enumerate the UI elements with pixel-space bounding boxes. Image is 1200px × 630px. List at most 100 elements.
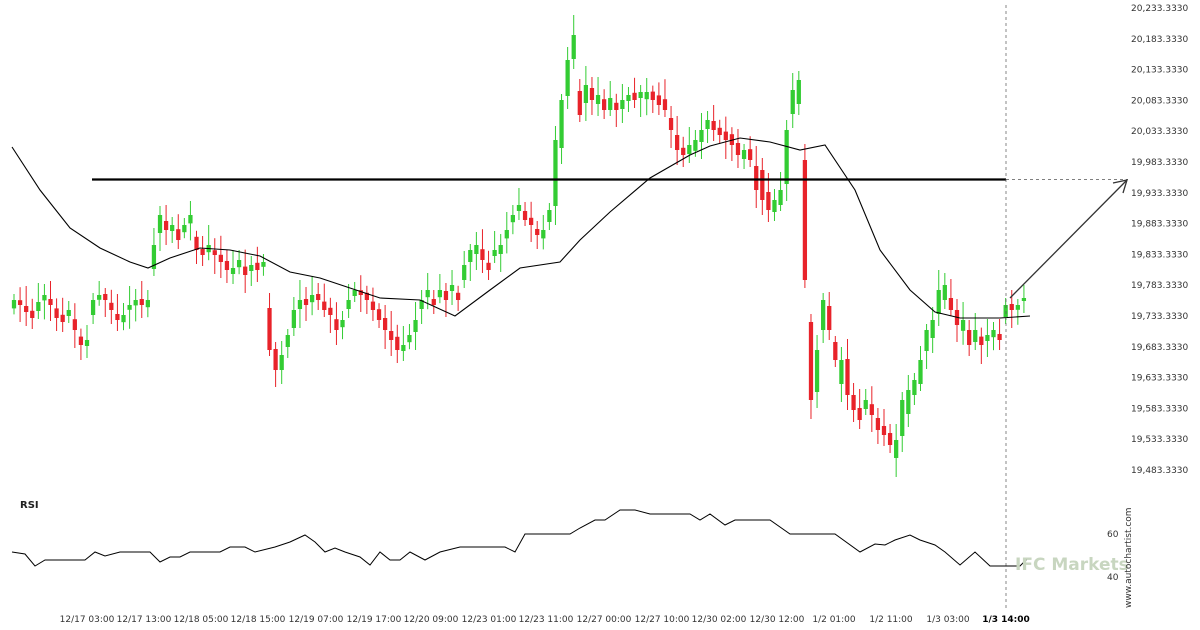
- candle-body: [675, 135, 680, 150]
- candle-body: [401, 345, 406, 351]
- candle-body: [693, 140, 698, 151]
- x-tick-label: 12/18 15:00: [231, 615, 286, 625]
- candle-body: [188, 215, 193, 224]
- candle-body: [784, 130, 789, 184]
- candle-body: [449, 285, 455, 291]
- x-tick-label: 12/20 09:00: [404, 615, 459, 625]
- candle-body: [157, 215, 163, 233]
- candle-body: [595, 95, 601, 104]
- candle-body: [480, 249, 485, 260]
- candle-body: [66, 310, 71, 316]
- candle-body: [17, 300, 23, 305]
- candle-body: [741, 150, 747, 159]
- candle-body: [632, 92, 637, 100]
- candle-body: [48, 299, 53, 305]
- watermark-logo: IFC Markets: [1015, 555, 1129, 575]
- candle-body: [668, 118, 674, 130]
- y-tick-label: 19,483.3330: [1131, 466, 1189, 476]
- candle-body: [163, 221, 169, 230]
- candle-body: [334, 319, 339, 330]
- candle-body: [936, 290, 941, 314]
- candle-body: [620, 100, 625, 109]
- candle-body: [997, 334, 1002, 340]
- candle-body: [139, 299, 144, 305]
- candle-body: [1009, 304, 1014, 310]
- candle-body: [127, 305, 132, 310]
- x-axis-ticks: 12/17 03:00 12/17 13:00 12/18 05:00 12/18 1…: [60, 615, 1030, 625]
- candle-body: [346, 300, 351, 309]
- candle-body: [541, 230, 546, 239]
- candle-body: [364, 292, 369, 300]
- x-tick-label: 12/19 07:00: [289, 615, 344, 625]
- rsi-tick-60: 60: [1107, 530, 1119, 540]
- candle-body: [735, 143, 741, 155]
- candle-body: [224, 261, 230, 270]
- y-tick-label: 19,633.3330: [1131, 374, 1189, 384]
- candle-body: [291, 310, 296, 328]
- candle-body: [608, 98, 613, 110]
- candle-body: [389, 331, 394, 340]
- candle-body: [443, 291, 449, 300]
- candle-body: [243, 266, 248, 275]
- candle-body: [468, 250, 473, 262]
- candle-body: [754, 166, 759, 190]
- y-tick-label: 19,833.3330: [1131, 250, 1189, 260]
- candle-body: [30, 310, 35, 318]
- candle-body: [431, 299, 436, 305]
- candle-body: [11, 300, 17, 309]
- candle-body: [352, 290, 357, 296]
- rsi-line: [11, 509, 1029, 567]
- candle-body: [236, 260, 242, 268]
- candle-body: [376, 309, 382, 320]
- candle-body: [522, 211, 528, 220]
- x-tick-label: 12/17 03:00: [60, 615, 115, 625]
- candle-body: [133, 300, 138, 306]
- candle-body: [547, 210, 552, 222]
- x-tick-label: 12/27 10:00: [635, 615, 690, 625]
- candle-body: [230, 268, 236, 274]
- candle-body: [583, 85, 589, 103]
- y-axis-ticks: 20,233.3330 20,183.3330 20,133.3330 20,083.…: [1131, 4, 1189, 476]
- candle-body: [176, 229, 181, 240]
- candle-body: [151, 245, 157, 269]
- candle-body: [212, 250, 217, 255]
- candle-body: [985, 335, 990, 341]
- candle-body: [705, 120, 710, 129]
- candle-body: [303, 299, 309, 305]
- candle-body: [279, 355, 284, 370]
- candle-body: [103, 294, 108, 300]
- candle-body: [78, 336, 84, 345]
- candle-body: [340, 320, 345, 328]
- candle-body: [1015, 305, 1020, 310]
- y-tick-label: 19,933.3330: [1131, 189, 1189, 199]
- candle-body: [656, 95, 662, 105]
- candle-body: [851, 395, 856, 410]
- candle-body: [24, 306, 29, 312]
- candle-body: [516, 205, 522, 211]
- y-tick-label: 20,183.3330: [1131, 35, 1189, 45]
- candle-body: [991, 330, 996, 338]
- rsi-panel: [11, 509, 1029, 567]
- y-tick-label: 19,883.3330: [1131, 220, 1189, 230]
- candle-body: [285, 335, 290, 347]
- y-tick-label: 20,033.3330: [1131, 127, 1189, 137]
- candle-body: [589, 88, 595, 100]
- candle-body: [948, 298, 954, 310]
- y-tick-label: 20,083.3330: [1131, 96, 1189, 106]
- candle-body: [638, 92, 643, 98]
- candle-body: [309, 295, 315, 303]
- candle-body: [528, 217, 534, 225]
- candle-body: [486, 262, 491, 270]
- candle-body: [145, 300, 150, 308]
- candle-body: [115, 314, 120, 320]
- candle-body: [1021, 298, 1027, 301]
- candle-body: [109, 302, 114, 310]
- y-tick-label: 19,783.3330: [1131, 281, 1189, 291]
- candle-body: [194, 236, 199, 250]
- candle-body: [182, 225, 187, 233]
- x-tick-label: 12/23 01:00: [462, 615, 517, 625]
- x-tick-label: 12/17 13:00: [117, 615, 172, 625]
- candle-body: [960, 320, 966, 331]
- candle-body: [887, 433, 893, 445]
- candle-body: [906, 390, 911, 414]
